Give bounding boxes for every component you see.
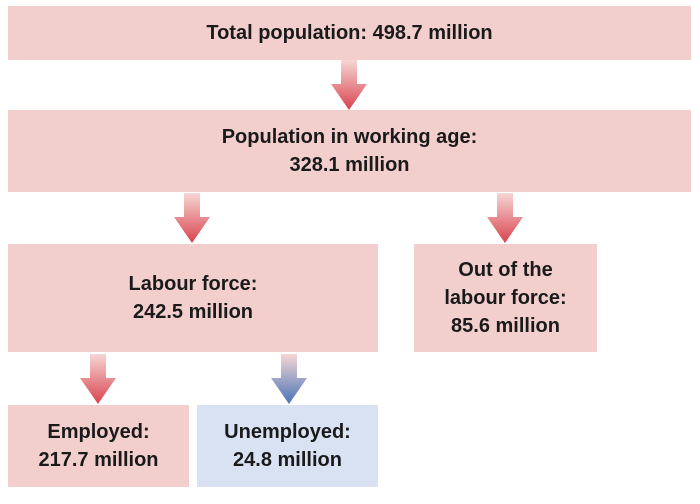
unemployed-label: Unemployed: <box>224 421 351 443</box>
out-of-labour-force-line1: Out of the <box>458 259 553 281</box>
out-of-labour-force-box: Out of the labour force: 85.6 million <box>414 244 597 352</box>
working-age-box: Population in working age: 328.1 million <box>8 110 691 192</box>
employed-box: Employed: 217.7 million <box>8 405 189 487</box>
unemployed-box: Unemployed: 24.8 million <box>197 405 378 487</box>
total-population-text: Total population: 498.7 million <box>206 22 493 44</box>
working-age-value: 328.1 million <box>289 154 410 176</box>
out-of-labour-force-value: 85.6 million <box>451 315 560 337</box>
employed-label: Employed: <box>47 421 150 443</box>
out-of-labour-force-line2: labour force: <box>444 287 567 309</box>
labour-force-box: Labour force: 242.5 million <box>8 244 378 352</box>
total-population-box: Total population: 498.7 million <box>8 6 691 60</box>
arrow-total-to-working-age <box>331 60 367 110</box>
arrow-labour-force-to-unemployed <box>271 354 307 404</box>
arrow-labour-force-to-employed <box>80 354 116 404</box>
unemployed-value: 24.8 million <box>233 449 342 471</box>
labour-force-value: 242.5 million <box>132 301 254 323</box>
arrow-working-age-to-labour-force <box>174 193 210 243</box>
working-age-label: Population in working age: <box>221 126 478 148</box>
labour-force-label: Labour force: <box>128 273 258 295</box>
arrow-working-age-to-out-of-labour-force <box>487 193 523 243</box>
employed-value: 217.7 million <box>38 449 159 471</box>
